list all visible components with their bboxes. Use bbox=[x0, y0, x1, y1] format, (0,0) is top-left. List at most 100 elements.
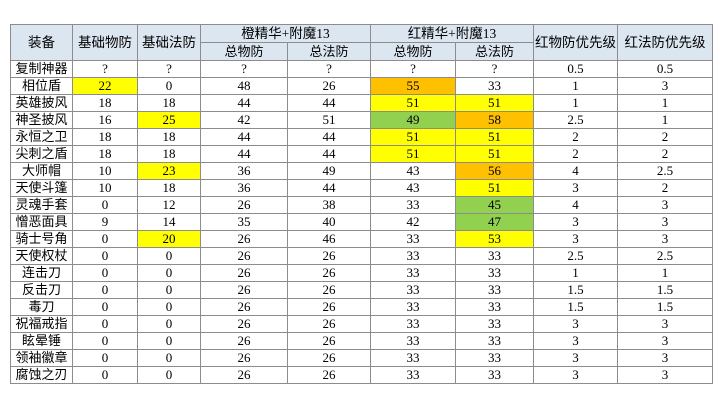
cell: 45 bbox=[455, 196, 534, 214]
equipment-name: 腐蚀之刃 bbox=[10, 366, 73, 384]
equipment-name: 毒刀 bbox=[10, 298, 73, 316]
cell: 0 bbox=[137, 349, 201, 367]
cell: 26 bbox=[287, 332, 371, 350]
column-header: 红法防优先级 bbox=[617, 24, 713, 61]
cell: 26 bbox=[200, 298, 288, 316]
table-row: 灵魂手套 0 12 26 38 33 45 4 3 bbox=[10, 196, 713, 214]
cell: 55 bbox=[370, 77, 456, 95]
equipment-name: 灵魂手套 bbox=[10, 196, 73, 214]
cell: 2 bbox=[533, 128, 618, 146]
cell: 3 bbox=[533, 315, 618, 333]
cell: 51 bbox=[455, 128, 534, 146]
cell: 0 bbox=[137, 366, 201, 384]
cell: 3 bbox=[533, 213, 618, 231]
cell: 2 bbox=[617, 128, 713, 146]
cell: 38 bbox=[287, 196, 371, 214]
table-row: 眩晕锤 0 0 26 26 33 33 3 3 bbox=[10, 332, 713, 350]
cell: 33 bbox=[455, 281, 534, 299]
table-row: 领袖徽章 0 0 26 26 33 33 3 3 bbox=[10, 349, 713, 367]
equipment-name: 祝福戒指 bbox=[10, 315, 73, 333]
cell: 0 bbox=[72, 247, 138, 265]
cell: 2.5 bbox=[617, 247, 713, 265]
equipment-name: 复制神器 bbox=[10, 60, 73, 78]
column-header: 装备 bbox=[10, 24, 73, 61]
cell: 46 bbox=[287, 230, 371, 248]
cell: 18 bbox=[137, 128, 201, 146]
sub-column-header: 总物防 bbox=[200, 42, 288, 61]
cell: 33 bbox=[455, 315, 534, 333]
table-row: 憎恶面具 9 14 35 40 42 47 3 3 bbox=[10, 213, 713, 231]
cell: 33 bbox=[370, 247, 456, 265]
cell: 44 bbox=[287, 179, 371, 197]
cell: 44 bbox=[200, 128, 288, 146]
cell: ? bbox=[137, 60, 201, 78]
cell: 3 bbox=[533, 179, 618, 197]
cell: 49 bbox=[370, 111, 456, 129]
cell: 33 bbox=[370, 196, 456, 214]
table-body: 复制神器?????? 0.5 0.5 相位盾 22 0 48 26 55 33 1 3 英雄披风 18 18… bbox=[10, 60, 713, 384]
cell: ? bbox=[200, 60, 288, 78]
cell: 44 bbox=[287, 145, 371, 163]
cell: 26 bbox=[200, 230, 288, 248]
cell: 44 bbox=[287, 128, 371, 146]
cell: 18 bbox=[137, 94, 201, 112]
data-table: 装备 基础物防 基础法防 橙精华+附魔13 红精华+附魔13 红物防优先级 红法防优先级 总物… bbox=[10, 24, 713, 384]
cell: 1 bbox=[617, 94, 713, 112]
table-row: 天使斗篷 10 18 36 44 43 51 3 2 bbox=[10, 179, 713, 197]
equipment-name: 骑士号角 bbox=[10, 230, 73, 248]
cell: 26 bbox=[287, 366, 371, 384]
cell: 51 bbox=[455, 94, 534, 112]
cell: 33 bbox=[370, 366, 456, 384]
cell: 36 bbox=[200, 179, 288, 197]
column-header: 红精华+附魔13 bbox=[370, 24, 534, 43]
cell: 33 bbox=[455, 298, 534, 316]
cell: 0 bbox=[72, 332, 138, 350]
cell: 0 bbox=[137, 264, 201, 282]
cell: 33 bbox=[370, 281, 456, 299]
cell: 0 bbox=[72, 281, 138, 299]
cell: 33 bbox=[370, 349, 456, 367]
equipment-name: 连击刀 bbox=[10, 264, 73, 282]
cell: 0.5 bbox=[533, 60, 618, 78]
cell: 3 bbox=[533, 230, 618, 248]
cell: 0 bbox=[137, 281, 201, 299]
cell: 26 bbox=[287, 349, 371, 367]
cell: 3 bbox=[617, 366, 713, 384]
cell: 9 bbox=[72, 213, 138, 231]
header-subrow: 总物防 总法防 总物防 总法防 bbox=[11, 42, 713, 61]
cell: 4 bbox=[533, 162, 618, 180]
cell: 42 bbox=[370, 213, 456, 231]
cell: 43 bbox=[370, 162, 456, 180]
cell: 2 bbox=[617, 179, 713, 197]
table-row: 祝福戒指 0 0 26 26 33 33 3 3 bbox=[10, 315, 713, 333]
cell: 18 bbox=[137, 179, 201, 197]
cell: 1.5 bbox=[617, 298, 713, 316]
cell: 51 bbox=[287, 111, 371, 129]
cell: 33 bbox=[370, 332, 456, 350]
cell: 51 bbox=[455, 179, 534, 197]
cell: 16 bbox=[72, 111, 138, 129]
column-header: 橙精华+附魔13 bbox=[200, 24, 371, 43]
table-row: 相位盾 22 0 48 26 55 33 1 3 bbox=[10, 77, 713, 95]
cell: ? bbox=[455, 60, 534, 78]
cell: 56 bbox=[455, 162, 534, 180]
equipment-name: 憎恶面具 bbox=[10, 213, 73, 231]
cell: 3 bbox=[617, 315, 713, 333]
cell: 3 bbox=[533, 366, 618, 384]
cell: 42 bbox=[200, 111, 288, 129]
cell: 44 bbox=[200, 145, 288, 163]
equipment-name: 天使斗篷 bbox=[10, 179, 73, 197]
cell: 26 bbox=[287, 315, 371, 333]
spreadsheet: 装备 基础物防 基础法防 橙精华+附魔13 红精华+附魔13 红物防优先级 红法防优先级 总物… bbox=[10, 24, 713, 384]
cell: 23 bbox=[137, 162, 201, 180]
cell: 33 bbox=[370, 264, 456, 282]
equipment-name: 天使权杖 bbox=[10, 247, 73, 265]
cell: 18 bbox=[72, 94, 138, 112]
equipment-name: 大师帽 bbox=[10, 162, 73, 180]
cell: 2 bbox=[533, 145, 618, 163]
cell: 2.5 bbox=[533, 111, 618, 129]
cell: 0 bbox=[137, 298, 201, 316]
cell: 33 bbox=[370, 230, 456, 248]
cell: 1.5 bbox=[617, 281, 713, 299]
cell: 26 bbox=[200, 247, 288, 265]
